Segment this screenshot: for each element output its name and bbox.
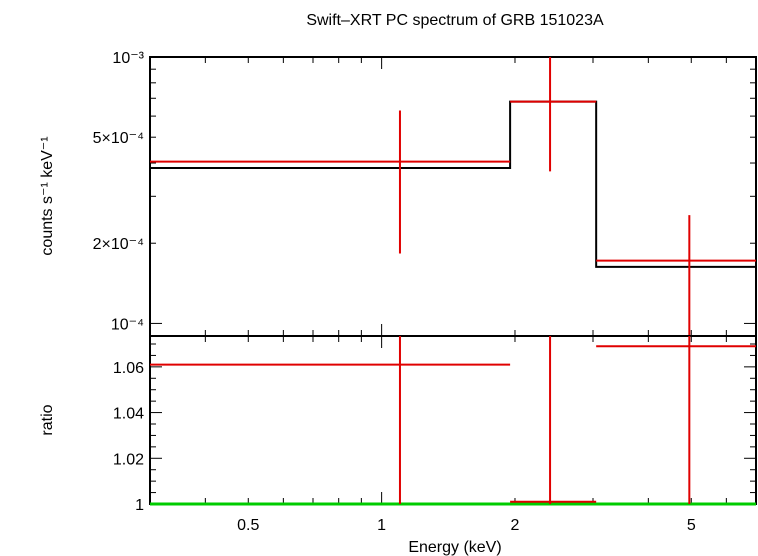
x-tick-label: 0.5	[237, 517, 259, 534]
model-step-line	[150, 100, 756, 268]
spectrum-panel: 10⁻³ 5×10⁻⁴ 2×10⁻⁴ 10⁻⁴	[93, 50, 757, 337]
y-tick-label-spectrum: 2×10⁻⁴	[93, 236, 144, 253]
x-tick-label: 2	[511, 517, 520, 534]
ratio-plot-frame	[149, 335, 757, 505]
y-tick-label-ratio: 1.06	[113, 360, 144, 377]
spectrum-plot-frame	[149, 56, 757, 337]
y-tick-label-ratio: 1.04	[113, 406, 144, 423]
y-tick-label-spectrum: 5×10⁻⁴	[93, 130, 144, 147]
x-axis-title: Energy (keV)	[408, 539, 501, 556]
y-tick-label-spectrum: 10⁻⁴	[111, 316, 144, 333]
x-tick-label: 1	[377, 517, 386, 534]
y-tick-label-spectrum: 10⁻³	[112, 50, 144, 67]
y-tick-label-ratio: 1.02	[113, 451, 144, 468]
x-tick-label: 5	[687, 517, 696, 534]
chart-title: Swift–XRT PC spectrum of GRB 151023A	[306, 12, 604, 29]
ratio-panel: 1 1.02 1.04 1.06 0.5 1 2 5	[113, 335, 757, 534]
y-axis-title-spectrum: counts s⁻¹ keV⁻¹	[39, 136, 56, 255]
y-axis-title-ratio: ratio	[39, 404, 56, 435]
y-tick-label-ratio: 1	[135, 497, 144, 514]
